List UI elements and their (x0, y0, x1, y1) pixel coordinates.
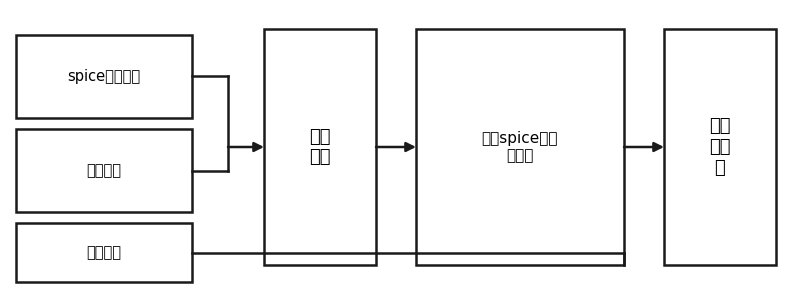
Bar (664, 29, 776, 265)
Text: 生成
激励: 生成 激励 (310, 128, 330, 166)
Bar (16, 129, 192, 212)
Text: 生成spice脚本
并仿真: 生成spice脚本 并仿真 (482, 131, 558, 163)
Text: 生成
参数
库: 生成 参数 库 (710, 117, 730, 177)
Text: 功能描述: 功能描述 (86, 245, 122, 260)
Bar (264, 29, 376, 265)
Bar (16, 35, 192, 118)
Bar (16, 223, 192, 282)
Bar (416, 29, 624, 265)
Text: 电路网表: 电路网表 (86, 163, 122, 178)
Text: spice模型参数: spice模型参数 (67, 69, 141, 84)
